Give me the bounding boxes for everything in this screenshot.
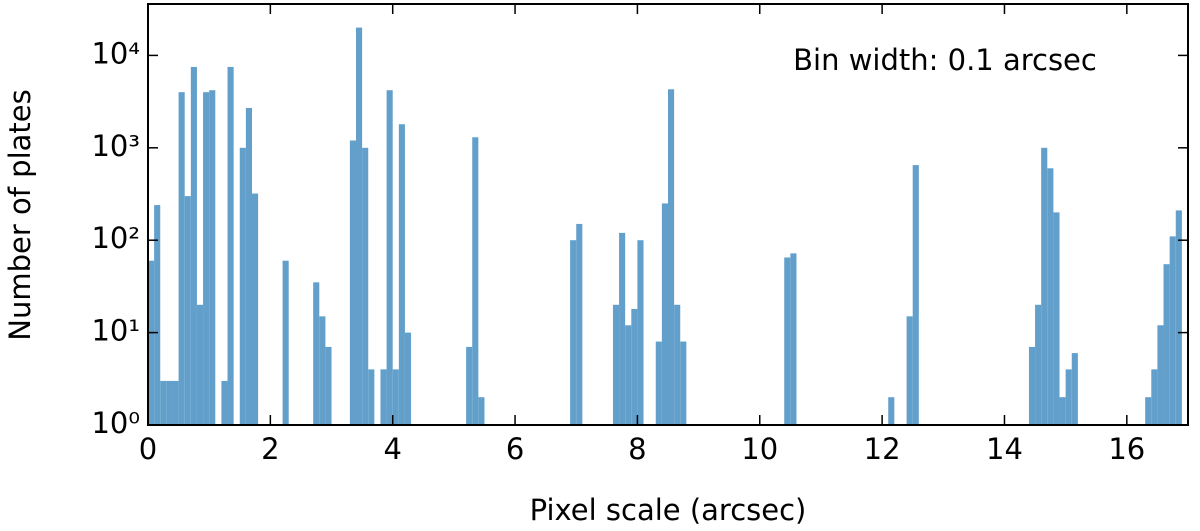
bar (478, 397, 485, 425)
y-tick-label: 10¹ (91, 314, 140, 348)
x-tick-label: 2 (261, 432, 279, 466)
bar (209, 90, 216, 426)
bar (380, 369, 387, 425)
x-tick-label: 8 (628, 432, 646, 466)
bar (576, 223, 583, 425)
bar (178, 92, 185, 426)
y-tick-label: 10² (91, 221, 140, 255)
bar (154, 205, 161, 425)
bar (325, 346, 332, 425)
bar (282, 260, 289, 425)
bar (1028, 346, 1036, 425)
y-tick-label: 10³ (91, 129, 140, 163)
bar (668, 89, 675, 426)
bar (674, 304, 681, 425)
bar (252, 193, 259, 425)
bar (349, 140, 356, 426)
bar (1053, 212, 1060, 425)
bar (1047, 168, 1054, 425)
bar (404, 332, 412, 425)
bar (784, 257, 791, 425)
bar (661, 203, 668, 425)
x-tick-label: 0 (139, 432, 157, 466)
bar (466, 346, 473, 425)
bar (888, 397, 895, 425)
x-axis-label: Pixel scale (arcsec) (530, 493, 807, 527)
bar (1157, 325, 1164, 425)
x-tick-label: 14 (986, 432, 1023, 466)
bar (313, 282, 320, 425)
bar (166, 380, 173, 425)
bar (362, 147, 369, 425)
plot-frame (147, 3, 1189, 426)
bar (356, 27, 363, 426)
bar (612, 304, 620, 425)
x-tick-label: 6 (506, 432, 524, 466)
bar (398, 124, 405, 425)
bar (203, 92, 210, 426)
bar (160, 380, 167, 425)
bar (190, 66, 197, 425)
bar (637, 240, 644, 425)
bar (319, 316, 326, 425)
bar (1151, 369, 1158, 425)
bar (1041, 147, 1048, 425)
bar (619, 232, 626, 425)
bar (221, 380, 228, 425)
bar (570, 240, 577, 425)
bar (1059, 397, 1066, 425)
bar (1145, 397, 1152, 425)
bar (1071, 353, 1078, 425)
x-tick-label: 12 (864, 432, 901, 466)
bar (227, 66, 234, 425)
bar (655, 341, 662, 425)
y-tick-label: 10⁴ (91, 36, 140, 70)
bar (386, 90, 393, 426)
bar (472, 137, 479, 425)
bar (1163, 264, 1170, 425)
annotation: Bin width: 0.1 arcsec (793, 43, 1097, 77)
y-axis-label: Number of plates (3, 89, 37, 340)
bar (790, 253, 797, 425)
bar (906, 316, 913, 425)
bar (1065, 369, 1072, 425)
y-tick-label: 10⁰ (91, 406, 140, 440)
bar (196, 304, 204, 425)
bar (368, 369, 375, 425)
bar (680, 341, 687, 425)
bar (245, 107, 252, 425)
bar (148, 260, 155, 425)
bar (1169, 236, 1176, 425)
x-tick-label: 16 (1108, 432, 1145, 466)
bar (625, 325, 632, 425)
bar (1035, 304, 1042, 425)
bar (172, 380, 179, 425)
bar (239, 147, 246, 425)
x-tick-label: 10 (741, 432, 778, 466)
bar (1175, 210, 1182, 425)
x-tick-label: 4 (383, 432, 401, 466)
bar (184, 196, 191, 425)
bar (912, 165, 919, 425)
bar (631, 309, 638, 425)
bar (392, 369, 399, 425)
